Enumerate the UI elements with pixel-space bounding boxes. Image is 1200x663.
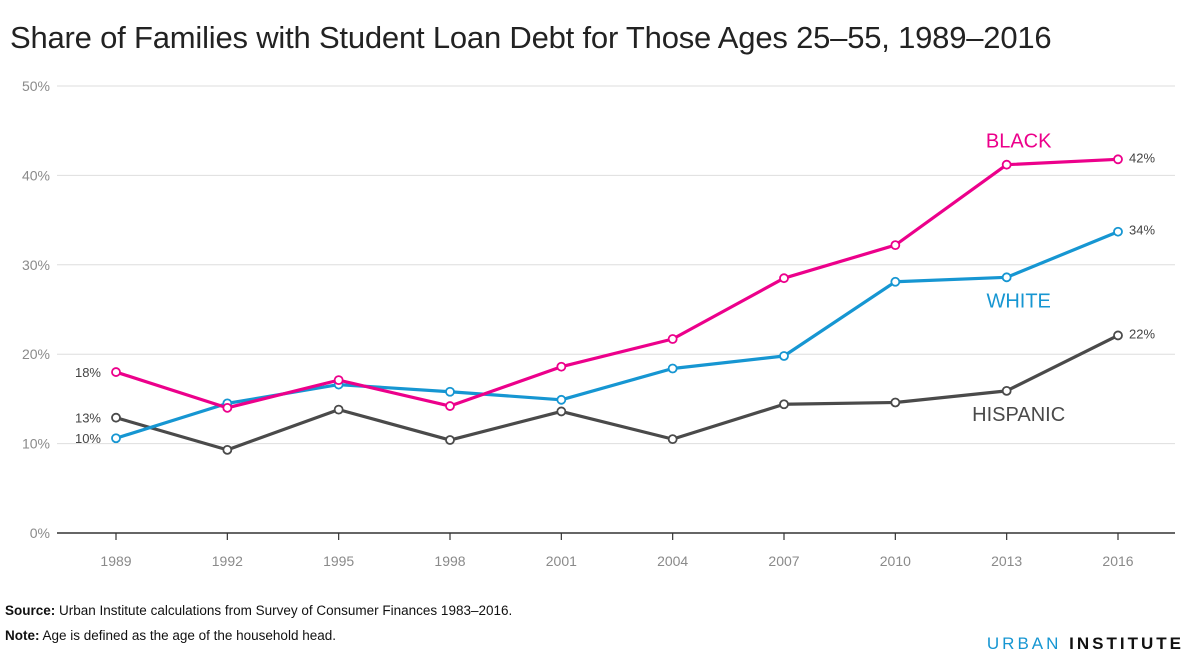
line-chart: 0% 10% 20% 30% 40% 50% 1989 1992 1995 1998 2001 20… xyxy=(22,78,1175,569)
data-point-black xyxy=(445,401,455,411)
data-point-white xyxy=(1113,226,1123,237)
data-point-black xyxy=(556,361,567,372)
data-point-hispanic xyxy=(890,397,901,408)
data-point-hispanic xyxy=(1113,330,1123,341)
y-tick-label: 10% xyxy=(22,436,50,452)
start-label-black: 18% xyxy=(75,365,101,380)
series-name-white: WHITE xyxy=(986,290,1050,312)
age-note: Note: Age is defined as the age of the h… xyxy=(5,628,336,643)
y-tick-label: 20% xyxy=(22,346,50,362)
data-point-black xyxy=(779,273,789,284)
data-point-white xyxy=(445,386,455,397)
data-point-hispanic xyxy=(445,435,455,445)
source-text: Urban Institute calculations from Survey… xyxy=(55,603,513,618)
note-text: Age is defined as the age of the househo… xyxy=(39,628,337,643)
x-tick-label: 1998 xyxy=(434,553,465,569)
data-point-black xyxy=(1001,159,1012,170)
series-name-hispanic: HISPANIC xyxy=(972,404,1065,426)
x-tick-label: 2001 xyxy=(546,553,577,569)
chart-title: Share of Families with Student Loan Debt… xyxy=(10,20,1052,55)
x-tick-label: 2004 xyxy=(657,553,688,569)
note-label: Note: xyxy=(5,628,40,643)
x-tick-label: 2010 xyxy=(880,553,911,569)
x-tick-label: 2016 xyxy=(1102,553,1133,569)
x-tick-label: 2013 xyxy=(991,553,1022,569)
data-point-black xyxy=(890,240,901,251)
data-point-hispanic xyxy=(556,406,567,417)
data-point-black xyxy=(333,375,344,386)
brand-word-urban: URBAN xyxy=(986,634,1062,653)
x-tick-label: 1989 xyxy=(100,553,131,569)
y-tick-label: 30% xyxy=(22,257,50,273)
series-name-black: BLACK xyxy=(986,131,1052,153)
end-label-white: 34% xyxy=(1129,223,1155,238)
series-line-white xyxy=(114,230,1120,440)
start-label-hispanic: 13% xyxy=(75,411,101,426)
y-tick-label: 0% xyxy=(30,525,50,541)
source-note: Source: Urban Institute calculations fro… xyxy=(5,603,512,618)
data-point-hispanic xyxy=(1001,385,1012,396)
series-line-black xyxy=(114,157,1120,410)
series-line-hispanic xyxy=(114,333,1120,452)
brand-word-institute: INSTITUTE xyxy=(1069,634,1184,653)
y-axis-ticks: 0% 10% 20% 30% 40% 50% xyxy=(22,78,50,541)
x-tick-label: 2007 xyxy=(768,553,799,569)
data-point-hispanic xyxy=(667,434,678,445)
series-labels: 18% 42% 10% 34% 13% 22% BLACK WHITE HISPANIC xyxy=(75,131,1155,447)
source-label: Source: xyxy=(5,603,56,618)
x-tick-label: 1992 xyxy=(212,553,243,569)
data-point-white xyxy=(556,394,567,405)
x-axis-ticks: 1989 1992 1995 1998 2001 2004 2007 2010 2013 2016 xyxy=(100,533,1134,569)
data-point-black xyxy=(111,367,121,377)
data-point-black xyxy=(222,402,233,413)
data-point-hispanic xyxy=(222,444,233,455)
data-point-black xyxy=(1113,154,1123,165)
urban-institute-logo: URBAN INSTITUTE xyxy=(987,634,1184,654)
data-point-hispanic xyxy=(779,399,789,410)
y-tick-label: 40% xyxy=(22,167,50,183)
series-lines xyxy=(111,154,1123,455)
y-tick-label: 50% xyxy=(22,78,50,94)
data-point-black xyxy=(667,334,678,344)
end-label-hispanic: 22% xyxy=(1129,326,1155,341)
start-label-white: 10% xyxy=(75,431,101,446)
data-point-hispanic xyxy=(111,412,121,423)
data-point-white xyxy=(779,351,789,361)
x-tick-label: 1995 xyxy=(323,553,354,569)
data-point-white xyxy=(111,433,121,444)
data-point-white xyxy=(667,363,678,374)
data-point-white xyxy=(890,276,901,287)
data-point-hispanic xyxy=(333,404,344,415)
end-label-black: 42% xyxy=(1129,150,1155,165)
data-point-white xyxy=(1001,272,1012,283)
